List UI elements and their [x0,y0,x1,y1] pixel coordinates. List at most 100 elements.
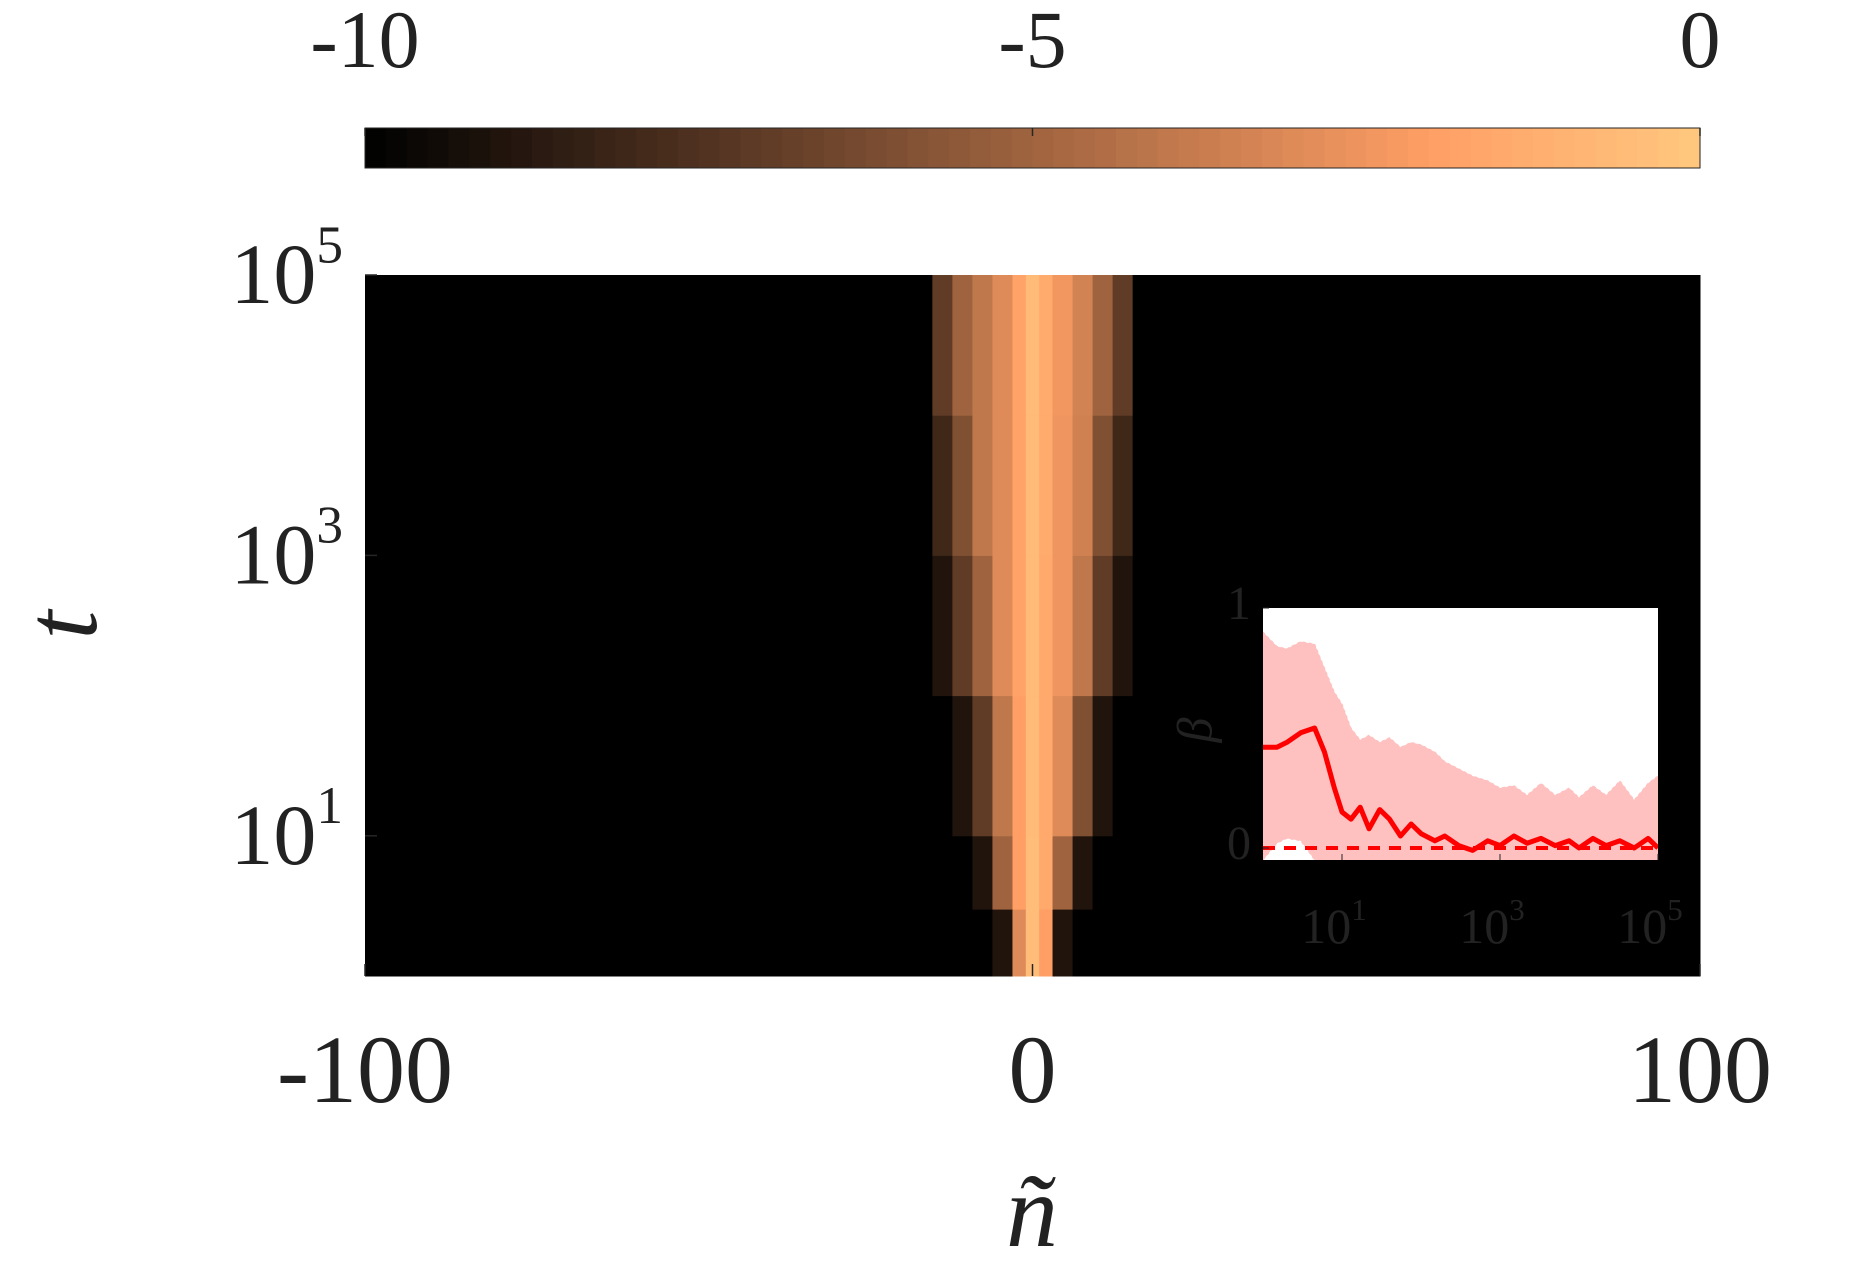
heat-cell [952,415,973,556]
heat-cell [952,835,973,910]
heat-cell [1112,835,1134,910]
colorbar-swatch [511,128,533,168]
heat-cell [932,695,953,837]
heat-cell [1052,275,1074,416]
heat-cell [1012,835,1027,910]
heat-cell [1092,835,1114,910]
colorbar-swatch [573,128,596,168]
colorbar-swatch [677,128,700,168]
colorbar-swatch [1074,128,1096,168]
x-tick-label: 0 [1009,1016,1057,1123]
colorbar-swatch [761,128,783,168]
heat-cell [1025,415,1040,556]
heat-cell [992,555,1013,697]
inset-x-tick-label-base: 10 [1459,898,1509,954]
y-tick-label: 103 [230,495,343,602]
heat-cell [1052,555,1074,697]
heat-cell [1025,695,1040,837]
inset-y-axis-label: β [1166,717,1222,743]
heat-cell [1039,695,1054,837]
inset-plot [1263,631,1658,860]
heat-cell [365,415,933,556]
colorbar-swatch [1199,128,1221,168]
heat-cell [952,275,973,416]
colorbar-swatch [1574,128,1597,168]
heat-cell [1039,415,1054,556]
inset-x-tick-label-exponent: 5 [1667,892,1683,927]
colorbar-swatch [1512,128,1534,168]
colorbar-swatch [1387,128,1409,168]
heat-cell [1072,835,1094,910]
colorbar-swatch [1095,128,1117,168]
heat-cell [1012,555,1027,697]
colorbar-swatch [698,128,721,168]
heat-cell [365,555,933,697]
heat-cell [365,695,933,837]
heat-cell [1112,275,1134,416]
y-tick-label-exponent: 1 [316,775,343,835]
heat-cell [932,415,953,556]
colorbar-swatch [594,128,616,168]
heat-cell [992,695,1013,837]
colorbar-swatch [740,128,762,168]
heat-cell [992,415,1013,556]
colorbar-swatch [657,128,679,168]
colorbar-tick-label: -5 [998,0,1066,85]
colorbar-swatch [1658,128,1680,168]
heat-cell [992,835,1013,910]
heat-cell [1052,835,1074,910]
y-tick-label: 101 [230,775,343,882]
heat-cell [365,275,933,416]
heat-cell [1112,415,1134,556]
colorbar-swatch [990,128,1013,168]
heat-cell [952,555,973,697]
colorbar-swatch [1011,128,1034,168]
heat-cell [932,909,953,977]
colorbar-swatch [1324,128,1346,168]
colorbar-swatch [1136,128,1159,168]
colorbar-swatch [844,128,867,168]
colorbar-swatch [1303,128,1326,168]
heat-cell [1092,695,1114,837]
colorbar-swatch [469,128,491,168]
colorbar-swatch [969,128,992,168]
heat-cell [1039,835,1054,910]
heat-cell [952,695,973,837]
colorbar-swatch [823,128,846,168]
heat-cell [932,835,953,910]
colorbar-swatch [1428,128,1451,168]
inset-x-tick-label-exponent: 1 [1351,892,1367,927]
colorbar-swatch [1053,128,1075,168]
colorbar-swatch [928,128,950,168]
heat-cell [1039,555,1054,697]
heat-cell [1025,909,1040,977]
inset-x-tick-label: 103 [1459,892,1525,954]
heat-cell [1025,555,1040,697]
heat-cell [1012,695,1027,837]
heat-cell [1072,415,1094,556]
heat-cell [1132,275,1701,416]
inset-x-tick-label-base: 10 [1617,898,1667,954]
colorbar-swatch [1220,128,1242,168]
colorbar-swatch [406,128,429,168]
heat-cell [1112,695,1134,837]
heat-cell [1072,555,1094,697]
colorbar-swatch [1366,128,1388,168]
colorbar-swatch [1595,128,1618,168]
heat-cell [972,555,993,697]
heat-cell [1092,275,1114,416]
colorbar-swatch [427,128,450,168]
colorbar-swatch [1553,128,1576,168]
y-axis-label: t [4,608,119,639]
colorbar-swatch [1178,128,1200,168]
heat-cell [972,909,993,977]
colorbar-swatch [1616,128,1639,168]
heat-cell [1072,695,1094,837]
heat-cell [932,555,953,697]
heat-cell [932,275,953,416]
heat-cell [1039,275,1054,416]
colorbar-swatch [385,128,408,168]
heat-cell [972,275,993,416]
heat-cell [1132,909,1701,977]
heat-cell [1112,909,1134,977]
